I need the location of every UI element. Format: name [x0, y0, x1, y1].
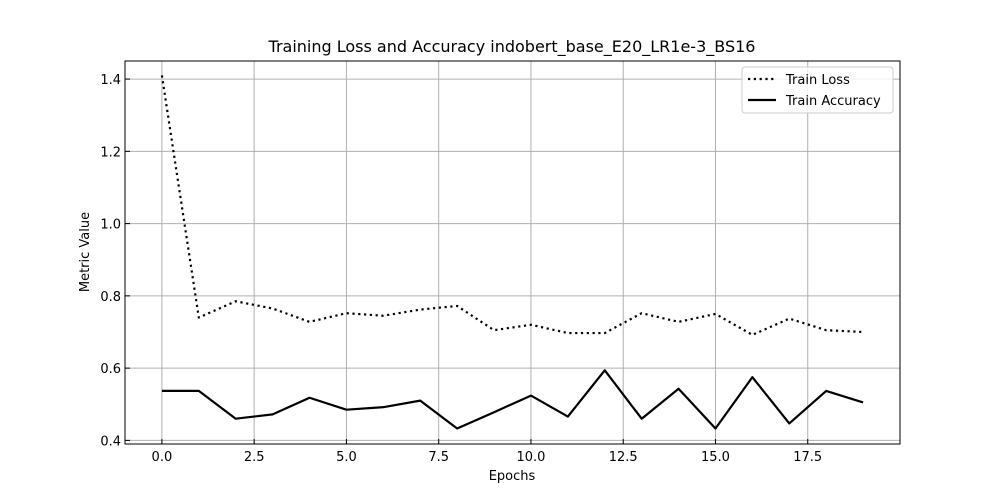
- x-tick-label: 0.0: [152, 450, 173, 465]
- train-loss-line: [160, 75, 864, 336]
- y-tick-label: 0.8: [100, 290, 121, 305]
- gridlines: [125, 61, 900, 444]
- y-tick-label: 1.4: [100, 73, 121, 88]
- legend-box: [741, 66, 894, 114]
- x-tick-label: 2.5: [244, 450, 265, 465]
- y-tick-label: 0.6: [100, 362, 121, 377]
- train-accuracy-line: [161, 369, 864, 430]
- chart-title: Training Loss and Accuracy indobert_base…: [268, 37, 756, 57]
- x-tick-label: 15.0: [701, 450, 730, 465]
- plot-area-frame: [124, 60, 901, 445]
- y-tick-label: 0.4: [100, 434, 121, 449]
- y-axis-label: Metric Value: [78, 212, 93, 292]
- y-tick-label: 1.2: [100, 145, 121, 160]
- legend-label-train-accuracy: Train Accuracy: [785, 94, 881, 109]
- x-tick-label: 5.0: [336, 450, 357, 465]
- legend: Train Loss Train Accuracy: [741, 66, 894, 114]
- series-layer: [160, 75, 864, 430]
- y-tick-label: 1.0: [100, 218, 121, 233]
- x-tick-label: 12.5: [609, 450, 638, 465]
- x-tick-label: 7.5: [428, 450, 449, 465]
- x-axis-label: Epochs: [489, 469, 536, 484]
- legend-label-train-loss: Train Loss: [785, 73, 850, 88]
- axis-ticks: 0.0 2.5 5.0 7.5 10.0 12.5 15.0 17.5 0.4 0.6 0.8 1.0…: [100, 73, 822, 465]
- x-tick-label: 17.5: [793, 450, 822, 465]
- x-tick-label: 10.0: [516, 450, 545, 465]
